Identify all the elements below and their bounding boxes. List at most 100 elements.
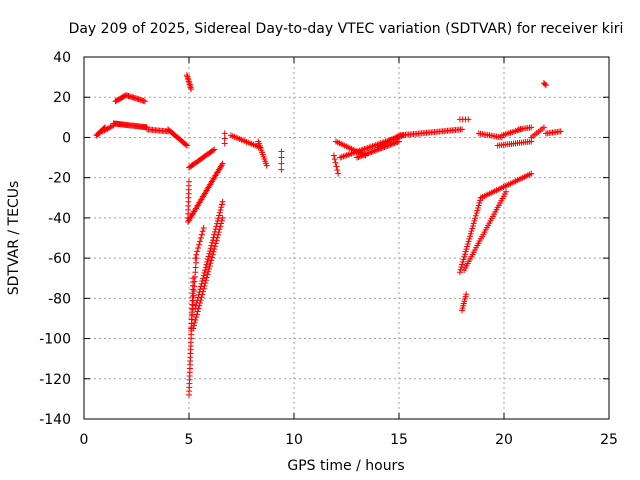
y-tick-label: 40 [53, 50, 71, 66]
data-point [192, 255, 199, 262]
data-point [218, 162, 225, 169]
data-point [335, 170, 342, 177]
data-point [540, 124, 547, 131]
data-point [219, 214, 226, 221]
data-point [218, 220, 225, 227]
data-point [200, 288, 206, 295]
data-point [215, 231, 222, 238]
data-point [193, 251, 200, 258]
data-point [470, 220, 477, 227]
data-point [197, 235, 204, 241]
y-tick-label: -20 [48, 171, 71, 187]
chart-title: Day 209 of 2025, Sidereal Day-to-day VTE… [69, 21, 624, 37]
data-point [462, 248, 469, 255]
data-point [186, 178, 192, 185]
data-point [209, 237, 216, 244]
x-tick-label: 5 [185, 432, 194, 448]
data-point [331, 156, 338, 163]
y-tick-labels: -140 -120 -100 -80 -60 -40 -20 0 20 40 [39, 50, 71, 428]
data-point [193, 311, 200, 318]
data-point [471, 217, 478, 224]
data-point [396, 138, 402, 145]
data-point [200, 272, 207, 279]
data-point [333, 163, 340, 170]
data-point [364, 150, 371, 157]
data-point [211, 146, 218, 153]
data-point [459, 258, 466, 265]
data-point [457, 266, 464, 273]
data-point [543, 82, 549, 89]
x-tick-label: 0 [80, 432, 89, 448]
data-point [476, 199, 483, 206]
data-point [188, 86, 195, 93]
data-point [214, 234, 221, 241]
data-point [218, 204, 225, 211]
data-point [356, 153, 363, 160]
data-point [190, 325, 197, 332]
data-point [217, 206, 224, 213]
data-point [202, 264, 209, 271]
data-point [334, 167, 341, 174]
data-point [461, 253, 468, 260]
data-point [365, 150, 372, 157]
y-tick-label: -40 [48, 211, 71, 227]
data-point [200, 224, 207, 231]
data-point [198, 294, 205, 301]
data-point [474, 207, 481, 214]
data-point [192, 316, 199, 323]
data-point [361, 151, 368, 158]
data-point [473, 210, 480, 217]
data-point [200, 275, 206, 282]
data-point [466, 235, 473, 242]
data-point [213, 237, 220, 244]
data-point [204, 256, 211, 263]
data-point [221, 135, 228, 142]
data-point [219, 160, 226, 167]
data-point [528, 170, 535, 177]
data-point [183, 142, 190, 149]
data-point [354, 154, 360, 161]
data-point [358, 152, 365, 159]
data-point [460, 256, 467, 263]
data-point [385, 142, 392, 149]
data-point [464, 243, 471, 250]
data-point [278, 148, 285, 155]
data-point [216, 226, 223, 233]
data-point [221, 130, 228, 137]
data-point [467, 233, 474, 240]
data-point [210, 248, 217, 255]
data-point [475, 205, 482, 212]
data-point [212, 240, 219, 247]
data-point [198, 231, 205, 238]
data-point [468, 228, 475, 235]
y-tick-label: -100 [39, 332, 71, 348]
y-tick-label: 0 [62, 130, 71, 146]
data-point [206, 263, 213, 270]
data-point [459, 261, 466, 268]
data-point [465, 116, 472, 123]
data-point [391, 140, 398, 147]
x-tick-label: 25 [600, 432, 618, 448]
data-point [367, 149, 374, 156]
data-point [204, 258, 211, 265]
data-point [467, 230, 474, 237]
axis-ticks [83, 56, 610, 420]
data-point [458, 264, 465, 271]
data-point [469, 223, 476, 230]
grid-lines [84, 57, 609, 419]
data-point [394, 139, 401, 146]
data-point [206, 250, 213, 257]
data-point [472, 212, 479, 219]
data-point [355, 154, 362, 161]
y-tick-label: -140 [39, 412, 71, 428]
data-point [212, 243, 219, 250]
data-point [200, 285, 207, 292]
data-point [359, 152, 366, 159]
data-point [221, 140, 228, 147]
data-point [191, 319, 198, 326]
data-point [216, 209, 223, 216]
data-point [202, 280, 209, 287]
data-point [208, 242, 215, 249]
data-point [196, 299, 203, 306]
x-tick-label: 10 [285, 432, 303, 448]
